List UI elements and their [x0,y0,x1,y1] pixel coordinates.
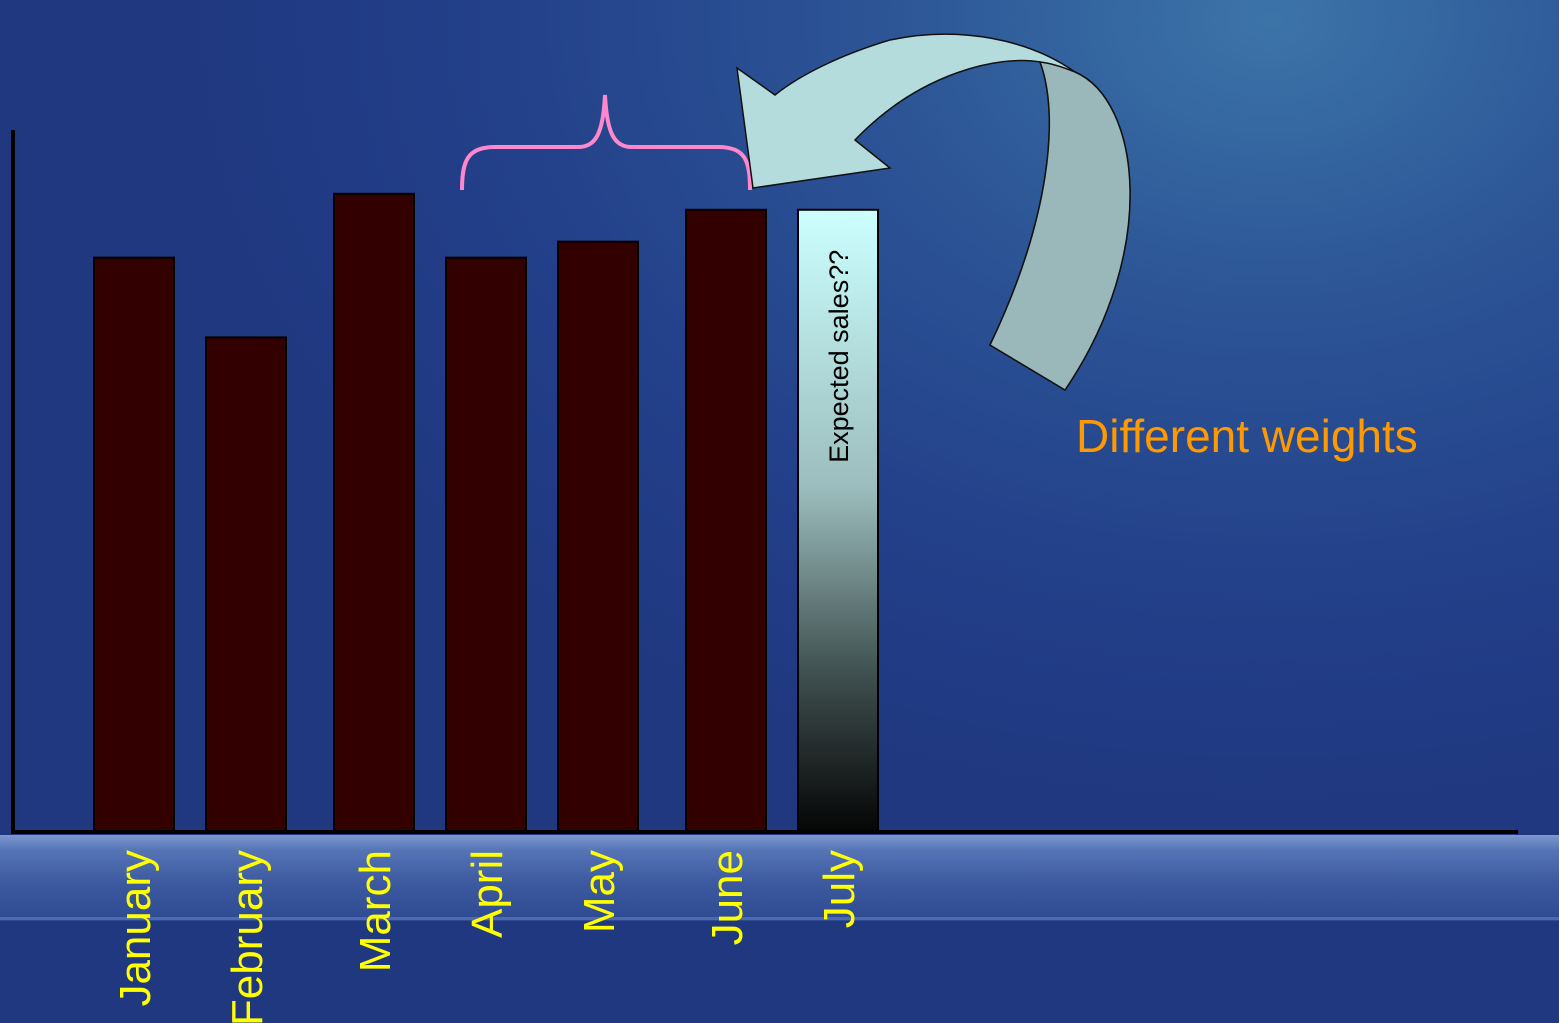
x-tick-labels: January February March April May June July [111,850,864,1023]
tick-label-april: April [463,850,512,938]
tick-label-june: June [703,850,752,945]
tick-label-march: March [351,850,400,972]
tick-label-january: January [111,850,160,1007]
bar-january [93,256,175,833]
bar-july [797,208,879,834]
bars-group [93,192,879,834]
bar-june [685,208,767,834]
axis-band-edge [0,917,1559,920]
bar-april [445,256,527,833]
tick-label-may: May [575,850,624,933]
arrow-shade [989,61,1131,392]
bar-may [557,240,639,833]
bar-march [333,192,415,833]
weights-bracket [460,94,752,191]
curved-arrow [736,33,1131,392]
axis-band [0,835,1559,921]
tick-label-july: July [815,850,864,928]
bar-labels-group: Expected sales?? [824,250,854,463]
bar-february [205,336,287,833]
tick-label-february: February [223,850,272,1023]
bar-label-july: Expected sales?? [824,250,854,463]
annotation-different-weights: Different weights [1076,410,1418,462]
